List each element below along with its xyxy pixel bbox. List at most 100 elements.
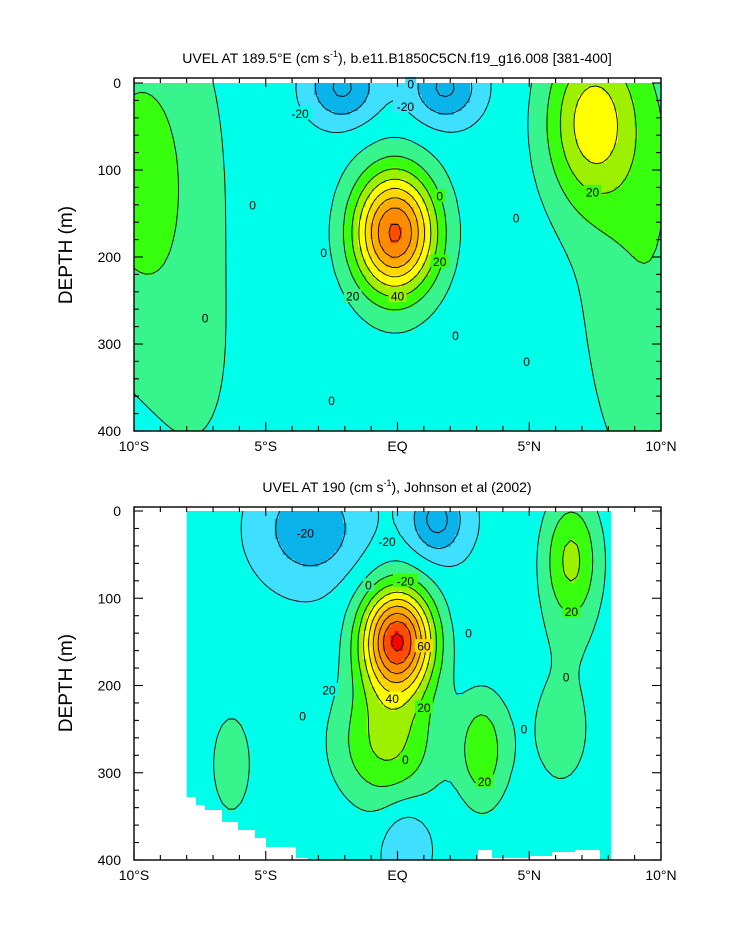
contour-cell [606, 219, 611, 224]
contour-cell [654, 103, 659, 108]
contour-cell [650, 179, 655, 184]
contour-cell [254, 107, 259, 112]
contour-cell [242, 179, 247, 184]
contour-cell [626, 95, 631, 100]
contour-cell [350, 135, 355, 140]
contour-cell [658, 171, 661, 176]
contour-cell [398, 95, 403, 100]
contour-cell [354, 127, 359, 132]
contour-cell [234, 187, 239, 192]
contour-cell [226, 195, 231, 200]
contour-cell [490, 179, 495, 184]
contour-cell [270, 107, 275, 112]
contour-cell [198, 131, 203, 136]
contour-cell [650, 187, 655, 192]
contour-cell [530, 151, 535, 156]
contour-cell [362, 131, 367, 136]
contour-cell [510, 107, 515, 112]
contour-cell [206, 179, 211, 184]
contour-cell [614, 183, 619, 188]
contour-cell [546, 155, 551, 160]
contour-cell [414, 227, 419, 232]
contour-cell [162, 171, 167, 176]
contour-cell [154, 223, 159, 228]
contour-cell [570, 167, 575, 172]
contour-cell [566, 91, 571, 96]
contour-cell [558, 83, 563, 88]
contour-cell [342, 95, 347, 100]
contour-cell [470, 115, 475, 120]
contour-cell [534, 219, 539, 224]
contour-cell [642, 223, 647, 228]
contour-cell [542, 183, 547, 188]
contour-cell [646, 195, 651, 200]
contour-cell [354, 131, 359, 136]
contour-cell [146, 203, 151, 208]
contour-cell [578, 119, 583, 124]
contour-cell [406, 119, 411, 124]
contour-cell [334, 159, 339, 164]
contour-cell [502, 187, 507, 192]
contour-cell [462, 119, 467, 124]
contour-cell [626, 151, 631, 156]
contour-cell [238, 111, 243, 116]
contour-cell [574, 135, 579, 140]
contour-cell [298, 99, 303, 104]
contour-cell [486, 103, 491, 108]
contour-cell [258, 223, 263, 228]
contour-cell [610, 191, 615, 196]
contour-cell [334, 91, 339, 96]
contour-cell [150, 171, 155, 176]
contour-cell [190, 147, 195, 152]
contour-cell [446, 187, 451, 192]
contour-cell [494, 155, 499, 160]
contour-cell [406, 175, 411, 180]
contour-cell [402, 207, 407, 212]
contour-cell [326, 103, 331, 108]
contour-cell [422, 143, 427, 148]
contour-cell [394, 195, 399, 200]
contour-cell [502, 95, 507, 100]
contour-cell [482, 207, 487, 212]
contour-cell [554, 147, 559, 152]
contour-cell [146, 175, 151, 180]
contour-cell [242, 139, 247, 144]
contour-cell [214, 175, 219, 180]
contour-cell [522, 111, 527, 116]
contour-cell [566, 119, 571, 124]
contour-cell [158, 231, 163, 236]
contour-cell [566, 211, 571, 216]
contour-cell [630, 163, 635, 168]
contour-cell [546, 199, 551, 204]
contour-cell [570, 87, 575, 92]
contour-cell [134, 123, 139, 128]
contour-cell [314, 171, 319, 176]
contour-cell [546, 191, 551, 196]
contour-cell [418, 147, 423, 152]
contour-cell [142, 143, 147, 148]
contour-cell [310, 143, 315, 148]
contour-cell [570, 159, 575, 164]
contour-cell [226, 135, 231, 140]
contour-cell [222, 123, 227, 128]
contour-cell [470, 191, 475, 196]
contour-cell [138, 231, 143, 236]
contour-cell [626, 135, 631, 140]
contour-cell [478, 195, 483, 200]
contour-cell [234, 171, 239, 176]
contour-cell [338, 151, 343, 156]
contour-cell [514, 115, 519, 120]
contour-cell [326, 167, 331, 172]
contour-cell [634, 167, 639, 172]
contour-cell [290, 123, 295, 128]
contour-cell [562, 187, 567, 192]
contour-cell [438, 231, 443, 236]
contour-cell [622, 147, 627, 152]
contour-cell [346, 159, 351, 164]
contour-cell [594, 203, 599, 208]
contour-cell [582, 83, 587, 88]
contour-cell [166, 195, 171, 200]
contour-cell [246, 183, 251, 188]
contour-cell [582, 135, 587, 140]
contour-cell [614, 139, 619, 144]
